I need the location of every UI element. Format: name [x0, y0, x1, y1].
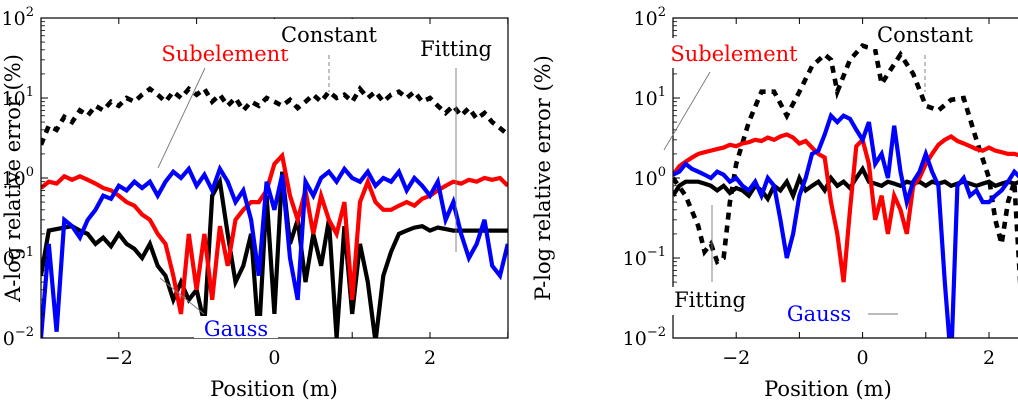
annotations-a: Subelement Constant Fitting Gauss: [150, 19, 504, 341]
annotation-constant-p: Constant: [877, 23, 973, 47]
plot-area-p: [673, 43, 1018, 338]
annotation-subelement-a: Subelement: [161, 42, 289, 66]
annot-bg-fitting-a: [408, 34, 504, 64]
annotation-gauss-p: Gauss: [787, 302, 851, 326]
y-tick-label: 102: [634, 5, 666, 30]
y-tick-label: 102: [2, 5, 34, 30]
x-axis-label-a: Position (m): [210, 377, 338, 401]
y-tick-label: 10−2: [0, 325, 34, 350]
x-tick-label: 2: [424, 347, 436, 369]
x-ticks-a: −2 0 2: [105, 18, 509, 369]
annot-bg-subelement-p: [664, 38, 806, 68]
x-tick-label: −2: [105, 347, 133, 369]
leader-subelement-p: [663, 71, 711, 151]
series-gauss-p: [673, 111, 1018, 338]
annotations-p: Subelement Constant Fitting Gauss: [662, 19, 982, 328]
annotation-subelement-p: Subelement: [670, 42, 798, 66]
annotation-constant-a: Constant: [281, 23, 377, 47]
x-tick-label: −2: [722, 347, 750, 369]
y-axis-label-a: A-log relative error (%): [1, 54, 25, 303]
panel-p: 10−2 10−1 100 101 102 −2 0 2 Subelement Consta…: [531, 5, 1018, 401]
series-fitting-p: [673, 164, 1018, 203]
series-fitting-a: [41, 171, 508, 338]
series-layer-a: [41, 84, 508, 338]
y-tick-label: 10−1: [623, 245, 666, 270]
y-axis-label-p: P-log relative error (%): [531, 55, 555, 301]
y-tick-label: 10−2: [623, 325, 666, 350]
x-tick-label: 0: [857, 347, 869, 369]
leader-lines-p: [663, 55, 926, 315]
annotation-fitting-p: Fitting: [674, 288, 746, 312]
leader-lines-a: [157, 55, 457, 315]
annotation-fitting-a: Fitting: [420, 37, 492, 61]
annot-bg-gauss-p: [774, 300, 864, 328]
annot-bg-gauss-a: [194, 316, 278, 338]
annot-bg-fitting-p: [662, 287, 758, 315]
y-tick-label: 101: [634, 85, 666, 110]
plot-area-a: [41, 84, 508, 338]
leader-subelement-a: [157, 67, 206, 169]
annot-bg-constant-a: [272, 19, 384, 49]
x-tick-label: 2: [983, 347, 995, 369]
annotation-gauss-a: Gauss: [204, 317, 268, 341]
x-ticks-p: −2 0 2: [722, 18, 995, 369]
x-tick-label: 0: [268, 347, 280, 369]
series-constant-p: [673, 43, 1018, 285]
series-layer-p: [673, 43, 1018, 338]
series-constant-a: [41, 84, 508, 146]
series-gauss-a: [41, 164, 508, 338]
x-axis-label-p: Position (m): [764, 377, 892, 401]
leader-gauss-a: [159, 277, 205, 315]
y-tick-label: 100: [634, 165, 666, 190]
annot-bg-constant-p: [868, 19, 982, 49]
